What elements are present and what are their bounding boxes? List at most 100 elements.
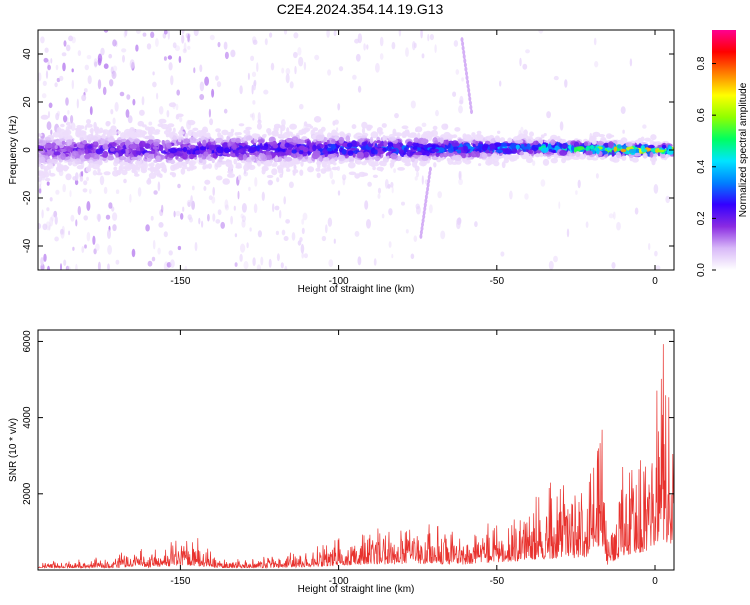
spectrogram-cell [60,153,66,160]
spectrogram-cell [276,253,280,262]
spectrogram-cell [336,127,339,132]
spectrogram-cell [489,143,496,150]
spectrogram-cell [92,235,96,245]
spectrogram-cell [260,256,264,266]
spectrogram-cell [187,119,196,126]
spectrogram-cell [281,119,286,127]
spectrogram-cell [227,141,231,147]
spectrogram-cell [135,30,141,34]
spectrogram-cell [553,75,559,81]
spectrogram-cell [76,144,85,149]
spectrogram-cell [48,225,51,231]
spectrogram-cell [225,161,232,168]
spectrogram-cell [93,248,97,255]
spectrogram-cell [475,141,479,147]
spectrogram-cell [373,149,378,155]
spectrogram-cell [216,81,222,88]
spectrogram-cell [665,195,670,204]
spectrogram-cell [465,75,469,81]
spectrogram-cell [412,142,420,147]
spectrogram-cell [486,137,492,141]
spectrogram-cell [247,72,250,80]
spectrogram-cell [158,118,167,124]
spectrogram-cell [181,165,188,170]
spectrogram-cell [414,151,423,156]
spectrogram-cell [421,159,426,167]
spectrogram-cell [355,53,361,62]
spectrogram-cell [461,41,465,47]
spectrogram-cell [428,170,432,176]
spectrogram-cell [375,62,380,73]
spectrogram-cell [189,153,195,160]
spectrogram-cell [145,224,150,232]
spectrogram-cell [142,32,147,37]
spectrogram-cell [54,236,59,242]
spectrogram-cell [648,243,651,251]
spectrogram-cell [158,106,164,115]
spectrogram-cell [165,126,172,133]
spectrogram-cell [387,184,391,189]
spectrogram-cell [189,147,193,155]
spectrogram-cell [481,144,488,151]
spectrogram-cell [238,153,245,161]
spectrogram-cell [61,140,66,145]
spectrogram-cell [107,244,112,255]
spectrogram-cell [271,168,278,176]
spectrogram-cell [38,140,44,144]
spectrogram-cell [302,147,309,153]
spectrogram-cell [119,161,127,166]
spectrogram-cell [331,179,335,185]
spectrogram-cell [422,214,426,220]
spectrogram-cell [361,127,366,134]
spectrogram-cell [432,125,438,131]
snr-x-axis-label: Height of straight line (km) [298,584,415,595]
spectrogram-cell [467,160,472,164]
spectrogram-cell [85,166,92,173]
spectrogram-cell [49,216,54,227]
spectrogram-cell [601,145,605,151]
spectrogram-cell [546,111,551,119]
spectrogram-cell [320,168,327,174]
x-tick-label: -50 [490,276,505,287]
spectrogram-cell [444,123,448,129]
spectrogram-cell [647,144,655,149]
spectrogram-cell [415,126,423,133]
spectrogram-cell [327,217,333,227]
spectrogram-cell [209,118,214,126]
spectrogram-cell [348,161,356,169]
spectrogram-cell [421,133,428,139]
spectrogram-cell [364,200,369,210]
y-tick-label: 40 [22,48,33,60]
spectrogram-cell [388,241,392,248]
spectrogram-cell [548,260,554,270]
spectrogram-cell [470,151,479,158]
spectrogram-cell [151,148,156,156]
spectrogram-cell [622,129,625,134]
spectrogram-cell [286,168,291,172]
spectrogram-cell [177,137,182,143]
spectrogram-cell [155,38,159,47]
spectrogram-cell [297,47,302,56]
spectrogram-cell [301,218,305,225]
spectrogram-cell [208,108,211,118]
spectrogram-cell [151,168,159,172]
spectrogram-cell [288,181,294,189]
spectrogram-cell [302,212,308,221]
spectrogram-cell [613,146,617,152]
spectrogram-cell [372,174,378,178]
spectrogram-cell [421,122,427,128]
spectrogram-cell [55,140,61,146]
spectrogram-cell [447,147,454,153]
spectrogram-cell [211,158,215,164]
spectrogram-cell [471,132,476,137]
spectrogram-cell [42,223,48,231]
spectrogram-cell [173,164,177,169]
spectrogram-cell [66,265,71,270]
spectrogram-cell [168,62,173,71]
spectrogram-cell [103,30,109,33]
spectrogram-cell [470,109,473,115]
spectrogram-cell [591,157,599,161]
spectrogram-cell [188,160,194,167]
spectrogram-cell [434,44,437,53]
spectrogram-cell [422,210,426,216]
